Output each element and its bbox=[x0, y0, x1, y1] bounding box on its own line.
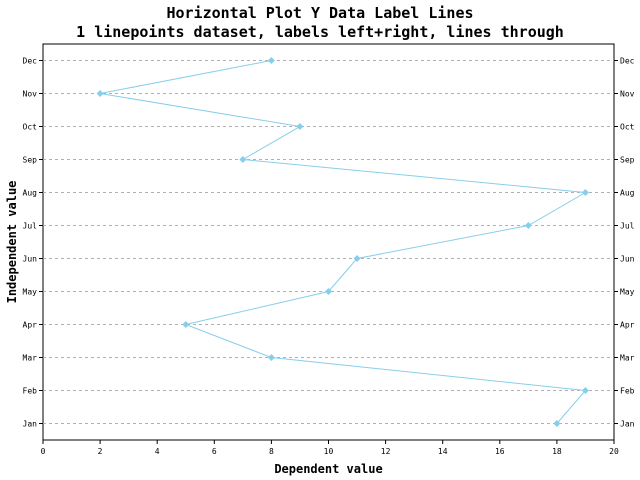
y-tick-label-left: Nov bbox=[23, 90, 38, 99]
y-tick-label-right: Jan bbox=[620, 420, 635, 429]
data-point-apr bbox=[182, 321, 190, 328]
plot-frame bbox=[42, 43, 615, 441]
x-tick-label: 16 bbox=[495, 447, 505, 456]
y-tick-label-right: Mar bbox=[620, 354, 635, 363]
y-tick-label-right: Apr bbox=[620, 321, 635, 330]
y-tick-label-left: Jul bbox=[23, 222, 38, 231]
x-tick-label: 2 bbox=[98, 447, 103, 456]
x-tick-label: 18 bbox=[552, 447, 562, 456]
y-tick-label-left: Oct bbox=[23, 123, 38, 132]
y-tick-label-left: Jan bbox=[23, 420, 38, 429]
x-tick-label: 12 bbox=[381, 447, 391, 456]
data-point-feb bbox=[581, 387, 589, 394]
x-tick-label: 4 bbox=[155, 447, 160, 456]
data-point-oct bbox=[296, 123, 304, 130]
y-tick-label-left: Aug bbox=[23, 189, 38, 198]
x-tick-label: 10 bbox=[324, 447, 334, 456]
data-point-jun bbox=[353, 255, 361, 262]
y-tick-label-left: Feb bbox=[23, 387, 38, 396]
x-tick-label: 20 bbox=[609, 447, 619, 456]
data-point-may bbox=[325, 288, 332, 295]
y-tick-label-right: Aug bbox=[620, 189, 635, 198]
y-tick-label-right: May bbox=[620, 288, 635, 297]
data-point-nov bbox=[96, 90, 104, 97]
data-point-jul bbox=[524, 222, 532, 229]
x-tick-label: 6 bbox=[212, 447, 217, 456]
y-tick-label-left: Apr bbox=[23, 321, 38, 330]
x-tick-label: 8 bbox=[269, 447, 274, 456]
y-tick-label-left: Jun bbox=[23, 255, 38, 264]
y-tick-label-left: Mar bbox=[23, 354, 38, 363]
series-line bbox=[100, 60, 588, 424]
x-tick-label: 14 bbox=[438, 447, 448, 456]
data-point-jan bbox=[553, 420, 561, 427]
chart-subtitle: 1 linepoints dataset, labels left+right,… bbox=[76, 23, 564, 41]
y-tick-label-right: Oct bbox=[620, 123, 635, 132]
y-axis-title: Independent value bbox=[5, 181, 19, 304]
y-tick-label-right: Dec bbox=[620, 57, 635, 66]
y-tick-label-left: May bbox=[23, 288, 38, 297]
y-tick-label-right: Jun bbox=[620, 255, 635, 264]
y-tick-label-right: Nov bbox=[620, 90, 635, 99]
y-tick-label-left: Sep bbox=[23, 156, 38, 165]
data-point-mar bbox=[267, 354, 275, 361]
data-point-sep bbox=[239, 156, 247, 163]
chart-title: Horizontal Plot Y Data Label Lines bbox=[166, 4, 474, 22]
x-tick-label: 0 bbox=[41, 447, 46, 456]
y-tick-label-right: Sep bbox=[620, 156, 635, 165]
x-axis-title: Dependent value bbox=[274, 462, 382, 476]
y-tick-label-right: Jul bbox=[620, 222, 635, 231]
data-point-aug bbox=[581, 189, 589, 196]
data-point-dec bbox=[267, 57, 275, 64]
y-tick-label-right: Feb bbox=[620, 387, 635, 396]
y-tick-label-left: Dec bbox=[23, 57, 38, 66]
